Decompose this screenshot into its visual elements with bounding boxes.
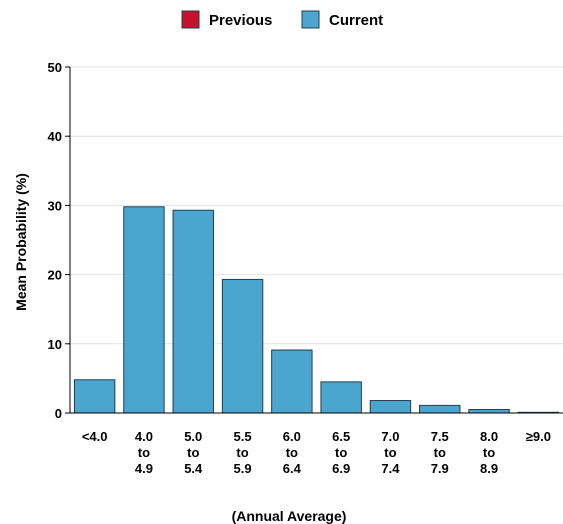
bars [73, 206, 560, 414]
y-tick-label: 40 [48, 129, 62, 144]
x-tick-label: 5.5 to 5.9 [234, 429, 252, 476]
bar-current [221, 278, 264, 414]
x-axis-title: (Annual Average) [232, 508, 347, 524]
y-tick-label: 0 [55, 406, 62, 421]
bar-current [172, 209, 214, 414]
legend: Previous Current [181, 10, 383, 29]
bar-current [123, 206, 165, 414]
axes [65, 66, 563, 414]
x-tick-label: 4.0 to 4.9 [135, 429, 153, 476]
x-tick-label: 6.0 to 6.4 [283, 429, 302, 476]
bar-current [271, 349, 313, 414]
bar-current [419, 404, 461, 414]
x-tick-label: <4.0 [82, 429, 108, 444]
x-tick-label: 7.5 to 7.9 [431, 429, 449, 476]
bar-current [320, 381, 362, 414]
legend-swatch-current [301, 10, 320, 29]
x-tick-label: 6.5 to 6.9 [332, 429, 350, 476]
x-tick-label: 7.0 to 7.4 [381, 429, 400, 476]
legend-label-previous: Previous [209, 12, 272, 29]
x-tick-label: 5.0 to 5.4 [184, 429, 203, 476]
x-tick-labels: <4.0 4.0 to 4.9 5.0 to 5.4 5.5 to 5.9 6.0 to 6.4 6.5 t… [82, 429, 551, 476]
x-tick-label: ≥9.0 [526, 429, 551, 444]
legend-swatch-previous [181, 10, 200, 29]
bar-current [468, 409, 510, 414]
y-tick-label: 10 [48, 337, 62, 352]
y-tick-label: 30 [48, 198, 62, 213]
legend-label-current: Current [329, 12, 383, 29]
y-tick-label: 20 [48, 268, 62, 283]
x-tick-label: 8.0 to 8.9 [480, 429, 498, 476]
y-tick-label: 50 [48, 60, 62, 75]
y-axis-title: Mean Probability (%) [13, 173, 29, 311]
y-tick-labels: 0 10 20 30 40 50 [48, 60, 62, 421]
bar-current [73, 379, 116, 414]
bar-current [369, 400, 412, 414]
